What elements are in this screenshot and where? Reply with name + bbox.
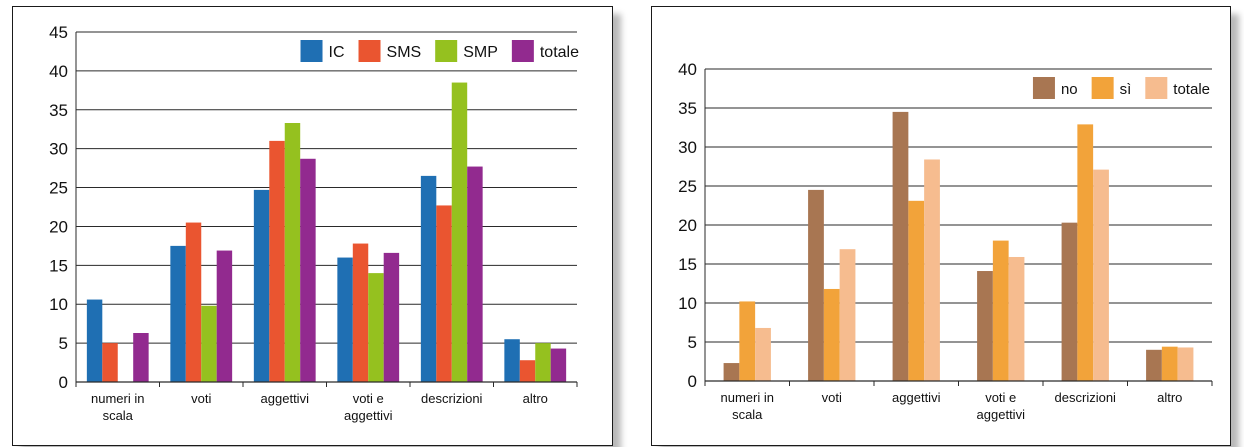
y-tick-label-20: 20 [49,217,68,236]
bar-totale-voti-e-aggettivi [383,252,400,382]
bar-smp-descrizioni [451,82,468,383]
bar-si-aggettivi [908,200,925,381]
bar-si-descrizioni [1077,124,1094,381]
bar-si-voti-e-aggettivi [992,240,1009,381]
y-tick-label-40: 40 [49,62,68,81]
chart-panel-school-type: 0 5 10 15 20 25 30 35 40 45 numeri in scala voti agge… [12,6,613,446]
x-category-label-numeri-in-scala-line-2: scala [732,407,763,422]
y-tick-label-25: 25 [678,177,697,196]
legend-swatch-totale [511,40,534,62]
bar-sms-altro [519,360,536,382]
bar-chart-school-type: 0 5 10 15 20 25 30 35 40 45 numeri in scala voti agge… [49,23,583,423]
legend-label-ic: IC [329,44,345,61]
legend-label-totale: totale [1173,81,1210,98]
bar-ic-voti-e-aggettivi [337,257,353,382]
y-tick-label-0: 0 [688,372,697,391]
bar-smp-altro [535,343,551,382]
bar-totale-numeri-in-scala [133,333,149,382]
bar-totale-voti [216,250,233,382]
y-tick-label-0: 0 [59,373,68,392]
x-category-label-altro: altro [1157,390,1182,405]
bar-no-voti [808,189,824,381]
legend-background [1026,74,1214,102]
bar-ic-altro [504,339,520,382]
x-category-label-voti-e-aggettivi-line-1: voti e [985,390,1016,405]
bar-si-altro [1161,346,1178,381]
bar-no-altro [1146,349,1162,381]
bar-smp-aggettivi [284,123,301,382]
bar-no-numeri-in-scala [723,363,740,381]
bar-totale-aggettivi [300,158,316,382]
x-category-label-aggettivi: aggettivi [892,390,941,405]
x-category-label-descrizioni: descrizioni [421,391,483,406]
legend-label-sms: SMS [387,44,422,61]
y-tick-label-15: 15 [678,255,697,274]
bar-chart-yes-no: 0 5 10 15 20 25 30 35 40 numeri in scala voti aggett… [678,60,1214,422]
y-tick-label-40: 40 [678,60,697,79]
bar-sms-numeri-in-scala [102,343,118,382]
legend-swatch-ic [300,40,323,62]
x-category-label-voti: voti [191,391,211,406]
x-category-label-voti-e-aggettivi-line-1: voti e [353,391,384,406]
x-category-label-voti: voti [822,390,842,405]
x-category-label-altro: altro [523,391,548,406]
x-category-label-aggettivi: aggettivi [261,391,310,406]
y-tick-label-20: 20 [678,216,697,235]
x-category-label-voti-e-aggettivi-line-2: aggettivi [977,407,1026,422]
y-tick-label-10: 10 [49,295,68,314]
bar-ic-numeri-in-scala [86,299,103,382]
bar-ic-aggettivi [253,189,270,382]
y-tick-label-10: 10 [678,294,697,313]
x-category-label-voti-e-aggettivi-line-2: aggettivi [344,408,393,423]
legend-label-si: sì [1120,81,1132,98]
bar-totale-altro [1177,347,1194,381]
y-tick-label-30: 30 [678,138,697,157]
x-category-label-numeri-in-scala-line-2: scala [103,408,134,423]
x-category-label-numeri-in-scala-line-1: numeri in [721,390,774,405]
bar-totale-aggettivi [924,159,940,381]
bar-sms-voti [185,222,202,382]
legend-swatch-no [1032,77,1055,99]
bar-si-numeri-in-scala [739,301,756,381]
bar-ic-descrizioni [420,175,437,382]
y-tick-label-30: 30 [49,140,68,159]
chart-panel-yes-no: 0 5 10 15 20 25 30 35 40 numeri in scala voti aggett… [651,6,1231,446]
y-tick-label-5: 5 [688,333,697,352]
x-category-label-numeri-in-scala-line-1: numeri in [91,391,144,406]
legend-swatch-sms [358,40,381,62]
bar-totale-voti [839,249,856,381]
bar-totale-descrizioni [1093,169,1109,381]
bar-totale-numeri-in-scala [755,327,771,381]
bar-no-aggettivi [892,111,909,382]
bar-si-voti [823,288,840,381]
y-tick-label-5: 5 [59,334,68,353]
legend-swatch-si [1091,77,1114,99]
bar-no-descrizioni [1061,222,1078,381]
bar-no-voti-e-aggettivi [977,271,993,381]
y-tick-label-35: 35 [49,101,68,120]
bar-smp-voti-e-aggettivi [368,273,384,382]
y-tick-label-25: 25 [49,179,68,198]
bar-smp-voti [201,305,217,382]
bar-totale-voti-e-aggettivi [1008,256,1025,381]
bar-sms-aggettivi [269,140,285,382]
y-tick-label-15: 15 [49,256,68,275]
y-tick-label-45: 45 [49,23,68,42]
bar-totale-altro [550,348,567,382]
legend-label-smp: SMP [463,44,498,61]
y-tick-label-35: 35 [678,99,697,118]
legend-swatch-totale [1145,77,1168,99]
bar-sms-voti-e-aggettivi [352,243,369,382]
bar-totale-descrizioni [467,166,483,382]
x-category-label-descrizioni: descrizioni [1055,390,1117,405]
bar-ic-voti [170,245,186,382]
legend-label-no: no [1061,81,1078,98]
legend-label-totale: totale [540,44,579,61]
bar-sms-descrizioni [436,205,452,382]
legend-swatch-smp [435,40,458,62]
